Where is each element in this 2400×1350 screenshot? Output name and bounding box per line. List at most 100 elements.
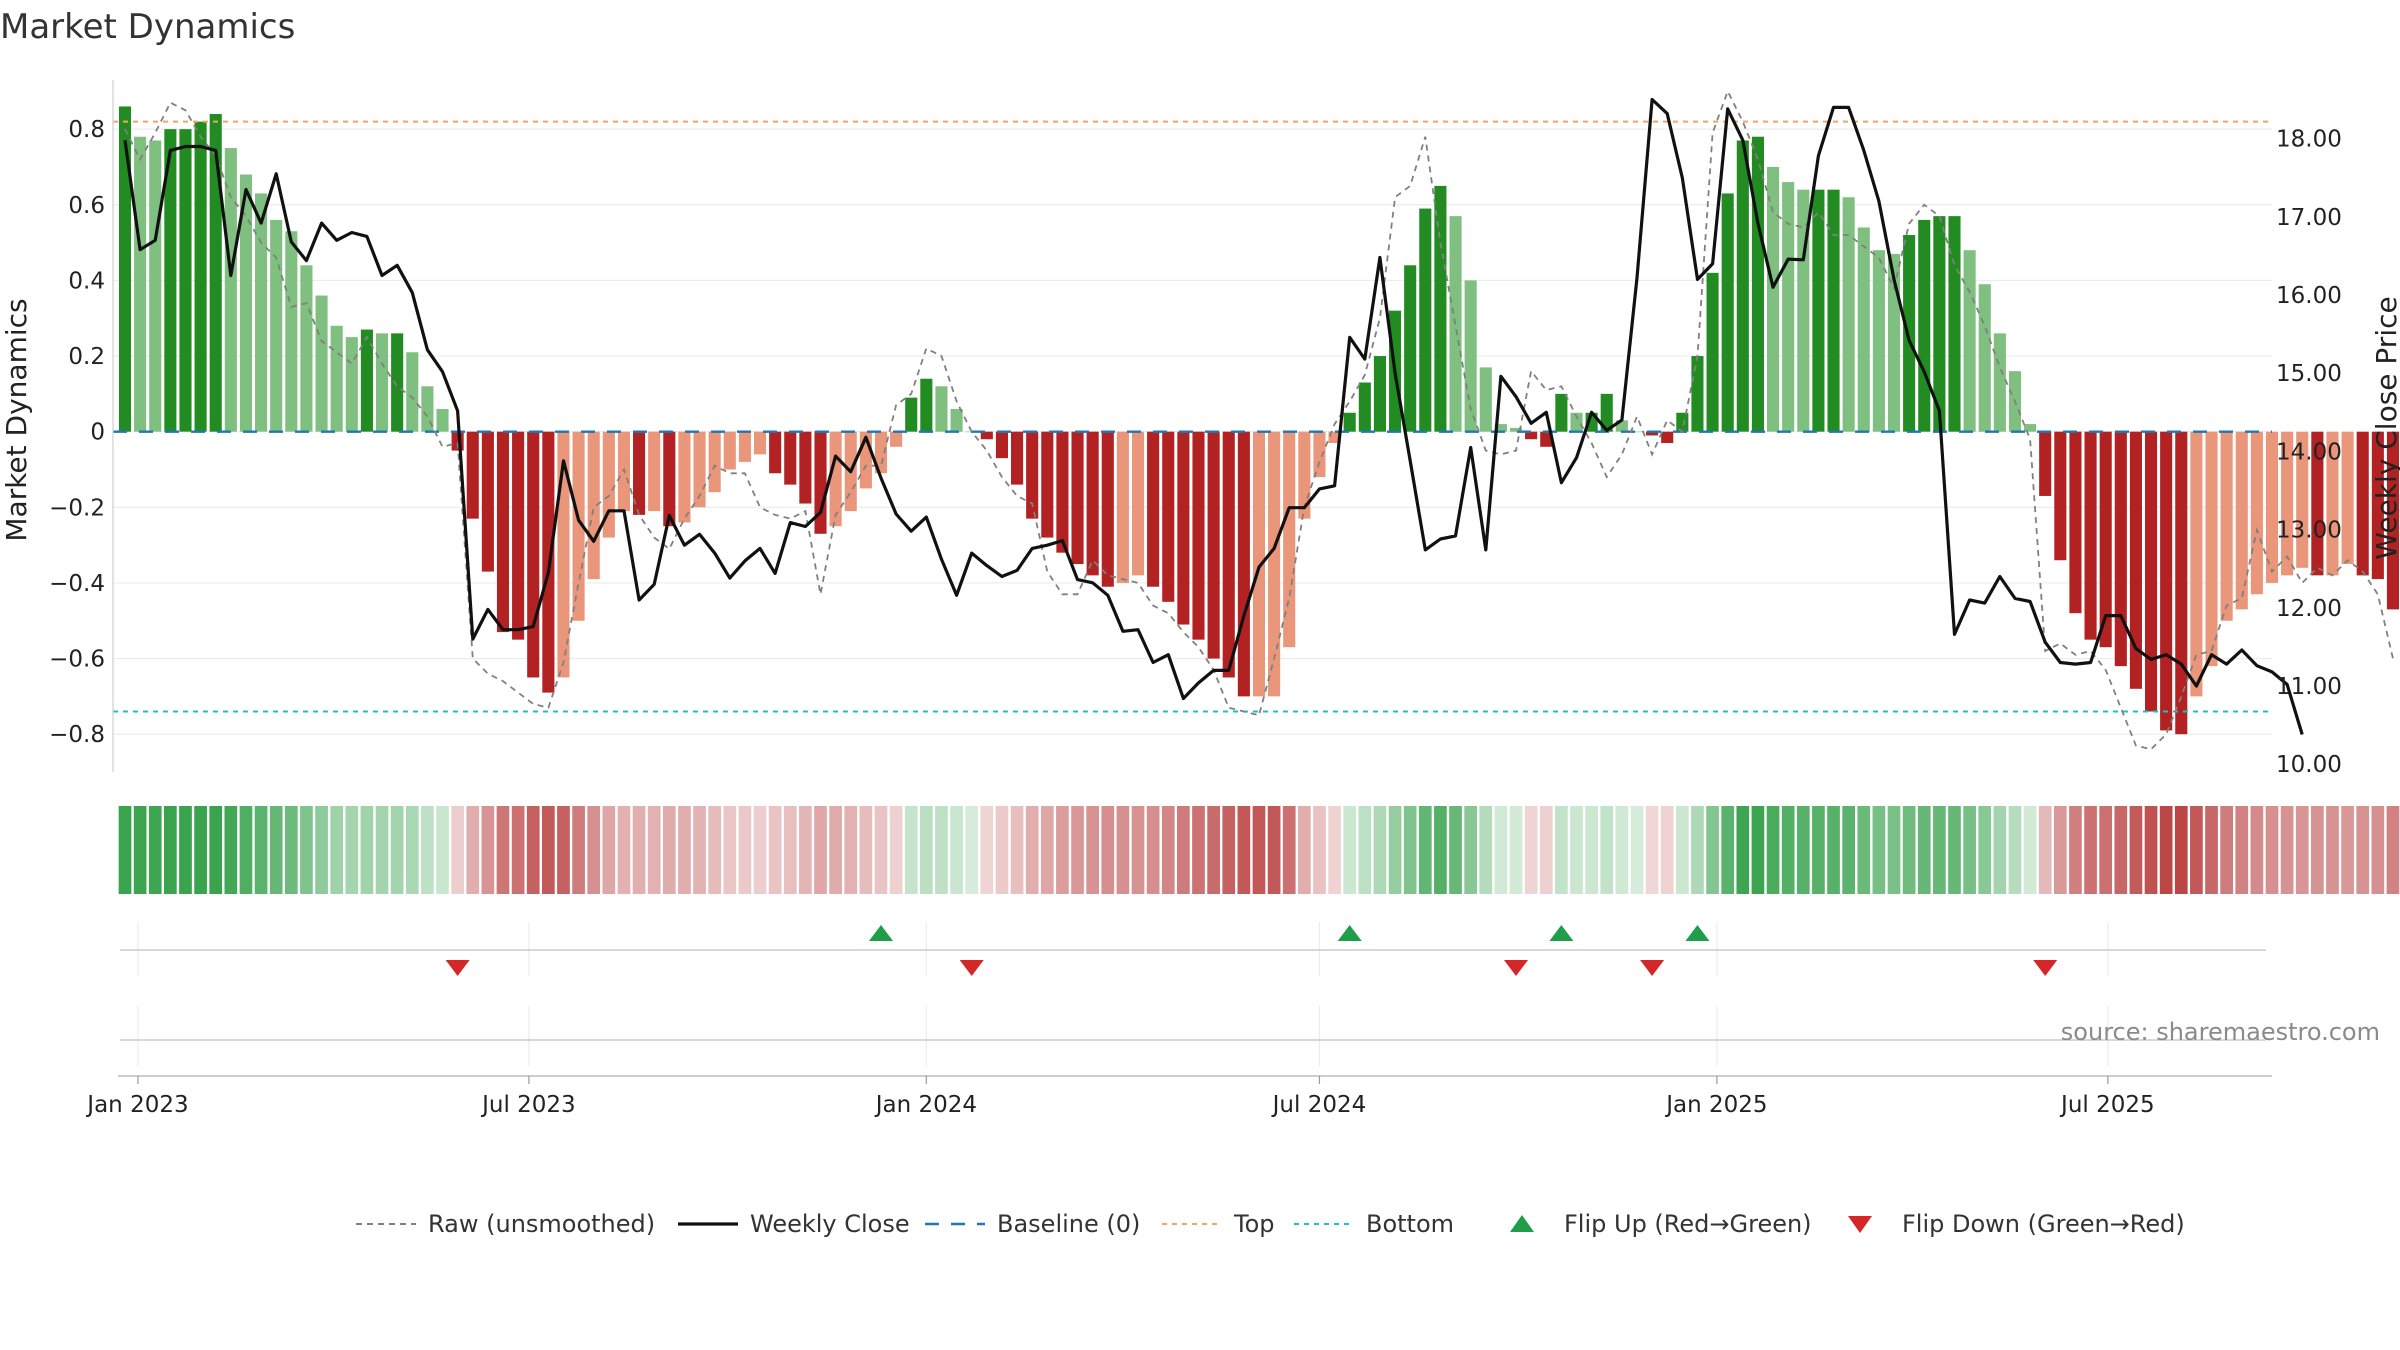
- momentum-bar: [678, 431, 691, 523]
- momentum-bar: [360, 329, 373, 432]
- regime-cell: [980, 806, 994, 894]
- regime-cell: [1812, 806, 1825, 894]
- regime-cell: [1721, 806, 1735, 894]
- regime-cell: [965, 806, 979, 894]
- momentum-bar: [1918, 219, 1931, 432]
- regime-cell: [2174, 806, 2188, 894]
- legend-label: Flip Down (Green→Red): [1902, 1210, 2185, 1238]
- regime-cell: [375, 806, 389, 894]
- regime-cell: [481, 806, 495, 894]
- regime-cell: [1040, 806, 1054, 894]
- momentum-bar: [1434, 185, 1447, 432]
- x-tick-label: Jan 2024: [874, 1092, 977, 1118]
- regime-cell: [1207, 806, 1220, 894]
- momentum-bar: [179, 129, 192, 432]
- momentum-bar: [2386, 431, 2400, 610]
- momentum-bar: [1373, 356, 1386, 432]
- momentum-bar: [375, 333, 389, 432]
- regime-cell: [148, 806, 162, 894]
- regime-cell: [1434, 806, 1447, 894]
- momentum-bar: [1646, 431, 1659, 436]
- momentum-bar: [1131, 431, 1145, 576]
- momentum-bar: [345, 337, 358, 432]
- x-tick-label: Jul 2024: [1271, 1092, 1367, 1118]
- flip-up-marker: [1549, 925, 1574, 941]
- regime-cell: [1010, 806, 1024, 894]
- regime-cell: [2023, 806, 2037, 894]
- momentum-bar: [2296, 431, 2309, 568]
- momentum-bar: [255, 193, 268, 432]
- regime-cell: [2356, 806, 2370, 894]
- momentum-bar: [118, 106, 132, 432]
- regime-cell: [1328, 806, 1341, 894]
- regime-cell: [1252, 806, 1266, 894]
- regime-cell: [1872, 806, 1886, 894]
- legend-label: Raw (unsmoothed): [428, 1210, 655, 1238]
- momentum-bar: [1812, 189, 1825, 432]
- momentum-bar: [2084, 431, 2097, 640]
- momentum-bar: [1464, 280, 1477, 432]
- regime-cell: [1736, 806, 1750, 894]
- momentum-bar: [1661, 431, 1674, 444]
- regime-cell: [330, 806, 344, 894]
- regime-cell: [662, 806, 676, 894]
- regime-cell: [799, 806, 812, 894]
- regime-cell: [1887, 806, 1901, 894]
- regime-cell: [557, 806, 570, 894]
- regime-cell: [1978, 806, 1992, 894]
- right-tick-label: 12.00: [2276, 596, 2342, 622]
- regime-cell: [1192, 806, 1205, 894]
- regime-cell: [1827, 806, 1840, 894]
- right-tick-label: 14.00: [2276, 439, 2342, 465]
- momentum-bar: [421, 386, 434, 432]
- regime-cell: [1857, 806, 1871, 894]
- regime-cell: [572, 806, 585, 894]
- regime-cell: [1056, 806, 1069, 894]
- regime-cell: [950, 806, 963, 894]
- regime-cell: [300, 806, 313, 894]
- momentum-bar: [2205, 431, 2218, 667]
- legend-item: Raw (unsmoothed): [356, 1210, 655, 1238]
- regime-cell: [632, 806, 646, 894]
- flip-down-marker: [1504, 960, 1529, 976]
- regime-cell: [1025, 806, 1039, 894]
- momentum-bar: [1494, 424, 1507, 432]
- momentum-bar: [1313, 431, 1326, 478]
- momentum-bar: [1676, 412, 1689, 432]
- regime-cell: [118, 806, 132, 894]
- momentum-bar: [270, 219, 283, 432]
- momentum-bar: [1268, 431, 1281, 697]
- regime-cell: [2326, 806, 2339, 894]
- regime-cell: [2008, 806, 2022, 894]
- legend-label: Flip Up (Red→Green): [1564, 1210, 1812, 1238]
- regime-cell: [2038, 806, 2052, 894]
- price-lines: [123, 89, 2394, 751]
- momentum-bar: [466, 431, 479, 519]
- momentum-bar: [2341, 431, 2354, 565]
- regime-cell: [284, 806, 298, 894]
- momentum-bar: [1903, 235, 1916, 432]
- momentum-bar: [2371, 431, 2384, 580]
- regime-cell: [617, 806, 631, 894]
- regime-cell: [254, 806, 268, 894]
- regime-cell: [2205, 806, 2218, 894]
- regime-cell: [1131, 806, 1145, 894]
- legend-label: Top: [1233, 1210, 1275, 1238]
- momentum-bar: [1872, 250, 1885, 432]
- regime-cell: [405, 806, 419, 894]
- regime-cell: [2250, 806, 2264, 894]
- left-tick-label: −0.8: [49, 722, 105, 748]
- momentum-bar: [1555, 393, 1568, 432]
- momentum-bar: [799, 431, 812, 504]
- momentum-bar: [1630, 431, 1644, 433]
- momentum-bar: [935, 386, 948, 432]
- legend-label: Baseline (0): [997, 1210, 1140, 1238]
- momentum-bar: [1237, 431, 1250, 697]
- momentum-bar: [1177, 431, 1190, 625]
- regime-cell: [708, 806, 722, 894]
- flip-down-marker: [959, 960, 984, 976]
- momentum-bar: [633, 431, 646, 515]
- regime-cell: [1615, 806, 1629, 894]
- flip-down-marker: [2033, 960, 2058, 976]
